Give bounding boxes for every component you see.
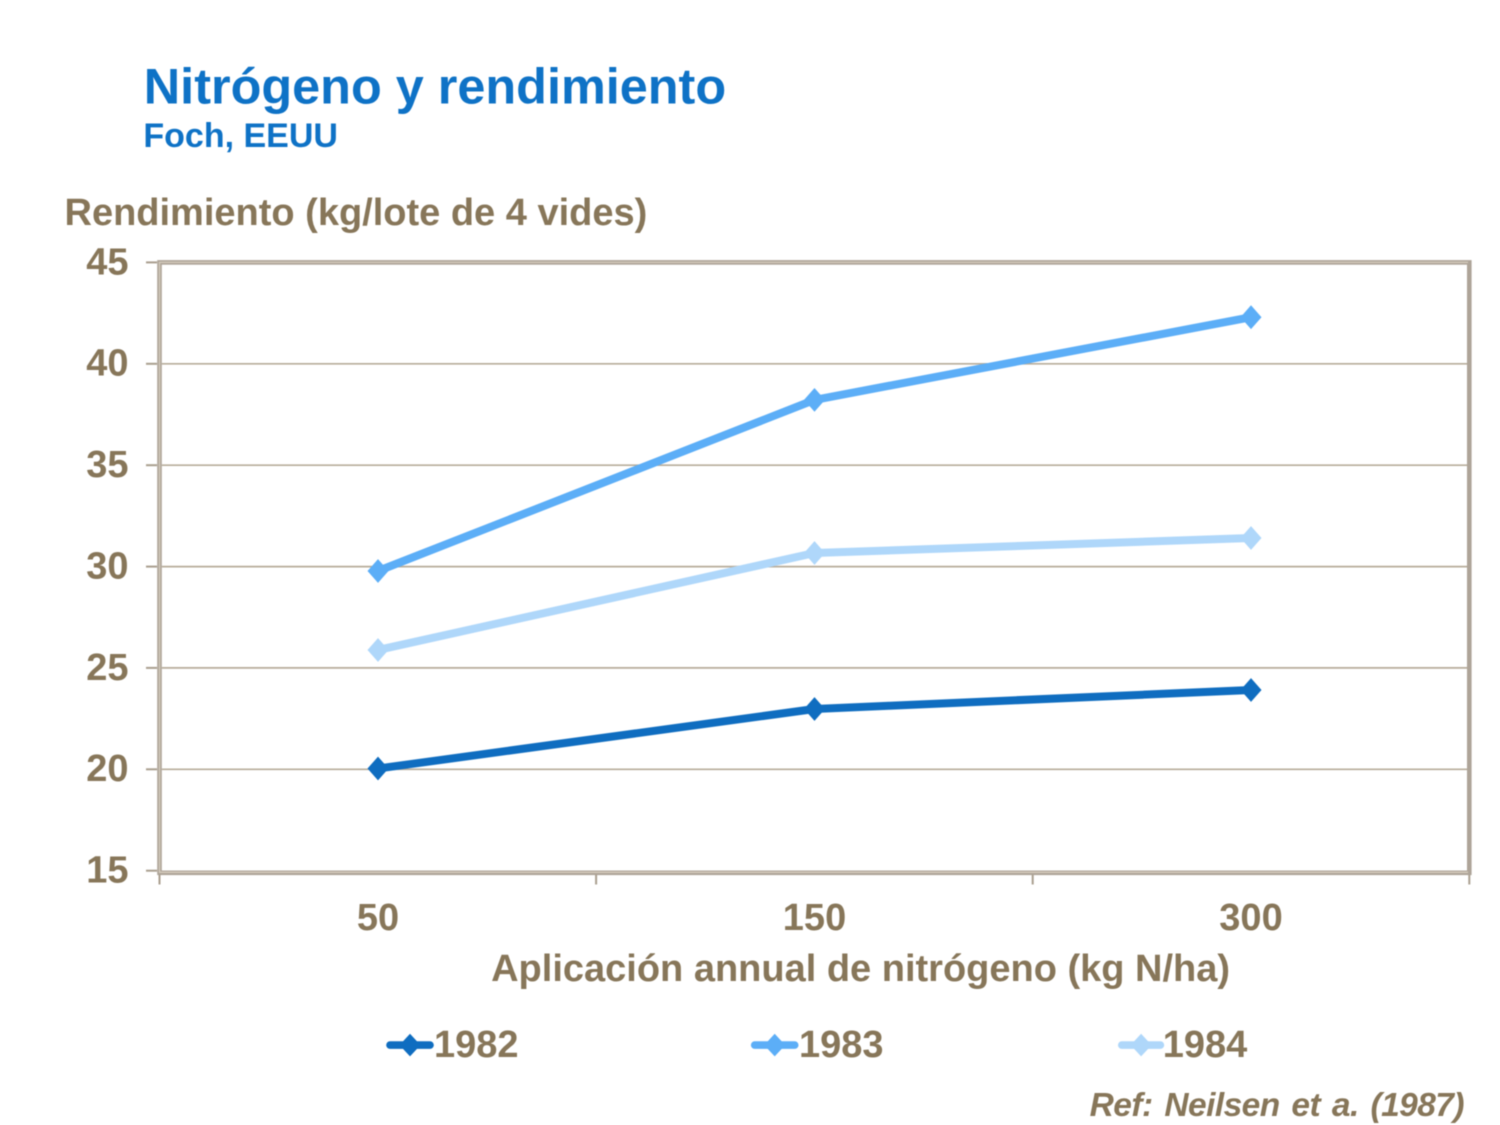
svg-text:Foch, EEUU: Foch, EEUU — [143, 117, 338, 155]
svg-text:20: 20 — [86, 748, 128, 790]
svg-text:50: 50 — [357, 897, 399, 939]
svg-text:300: 300 — [1219, 897, 1282, 939]
svg-text:Ref: Neilsen et a. (1987): Ref: Neilsen et a. (1987) — [1090, 1087, 1465, 1124]
svg-text:1984: 1984 — [1163, 1024, 1248, 1066]
svg-text:1982: 1982 — [434, 1024, 519, 1066]
svg-text:45: 45 — [86, 241, 128, 283]
svg-text:25: 25 — [86, 647, 128, 689]
svg-text:40: 40 — [86, 343, 128, 385]
svg-text:35: 35 — [86, 444, 128, 486]
svg-text:30: 30 — [86, 545, 128, 587]
svg-text:Aplicación annual de nitrógeno: Aplicación annual de nitrógeno (kg N/ha) — [491, 948, 1230, 990]
svg-text:1983: 1983 — [799, 1024, 884, 1066]
svg-text:Nitrógeno y rendimiento: Nitrógeno y rendimiento — [144, 57, 726, 114]
svg-text:Rendimiento (kg/lote de 4 vide: Rendimiento (kg/lote de 4 vides) — [65, 192, 648, 234]
svg-text:15: 15 — [86, 850, 128, 892]
svg-text:150: 150 — [783, 897, 846, 939]
